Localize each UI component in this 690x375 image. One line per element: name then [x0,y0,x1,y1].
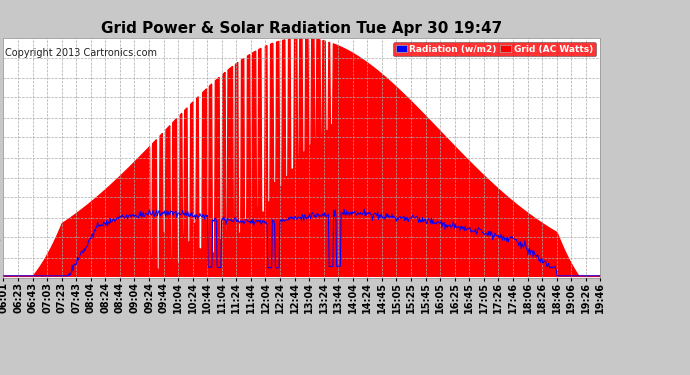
Text: Copyright 2013 Cartronics.com: Copyright 2013 Cartronics.com [5,48,157,58]
Legend: Radiation (w/m2), Grid (AC Watts): Radiation (w/m2), Grid (AC Watts) [393,42,595,56]
Title: Grid Power & Solar Radiation Tue Apr 30 19:47: Grid Power & Solar Radiation Tue Apr 30 … [101,21,502,36]
